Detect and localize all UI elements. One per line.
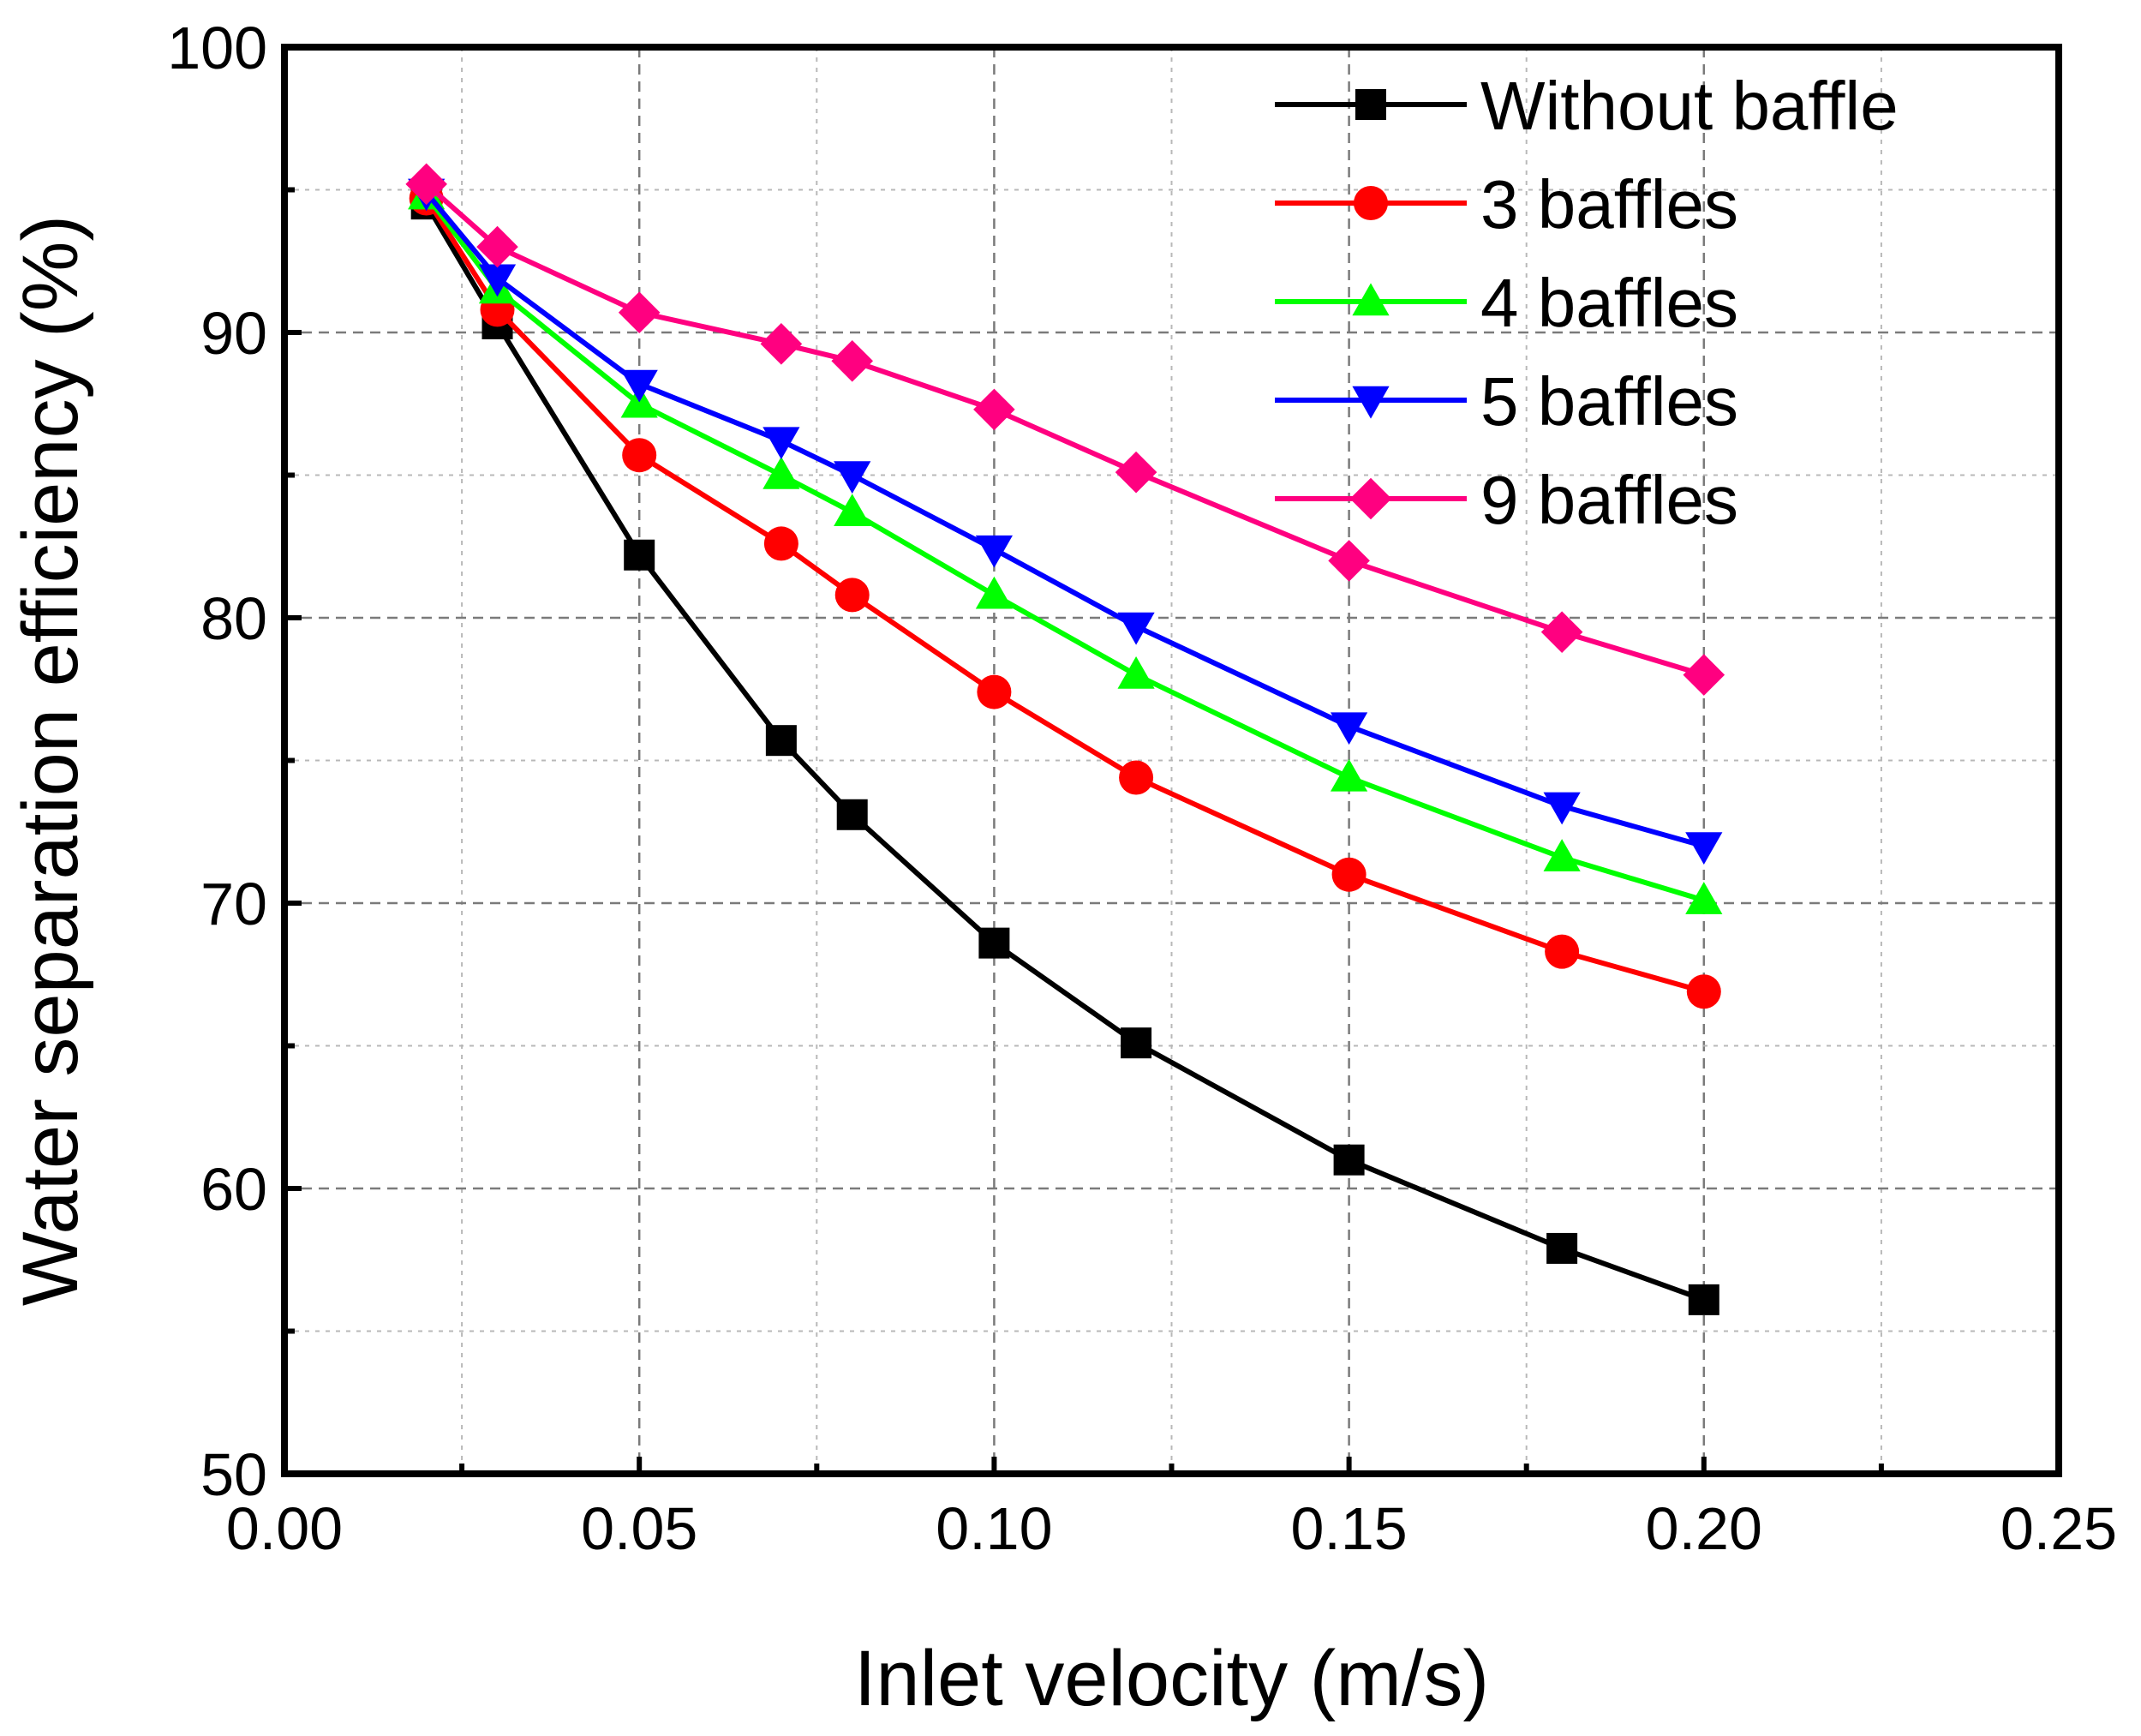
data-point xyxy=(618,291,661,333)
y-tick-label: 60 xyxy=(200,1156,267,1223)
data-point xyxy=(478,264,517,297)
data-point xyxy=(624,539,655,571)
data-point xyxy=(765,725,797,757)
plot-series xyxy=(405,163,1725,1315)
x-tick-label: 0.25 xyxy=(2000,1495,2117,1562)
data-point xyxy=(1117,656,1155,689)
y-axis-title: Water separation efficiency (%) xyxy=(7,215,94,1306)
legend-label: 3 baffles xyxy=(1480,166,1738,242)
x-tick-label: 0.20 xyxy=(1646,1495,1762,1562)
legend-label: 5 baffles xyxy=(1480,363,1738,440)
x-axis-title: Inlet velocity (m/s) xyxy=(854,1635,1489,1722)
data-point xyxy=(1685,832,1723,865)
series-2 xyxy=(408,177,1723,914)
series-line xyxy=(424,190,1705,849)
data-point xyxy=(1545,934,1580,969)
data-point xyxy=(834,578,870,613)
legend-marker xyxy=(1352,386,1390,419)
series-line xyxy=(424,194,1705,903)
data-point xyxy=(622,438,657,473)
data-point xyxy=(1331,712,1368,745)
legend-label: Without baffle xyxy=(1480,68,1899,144)
legend-label: 9 baffles xyxy=(1480,462,1738,538)
legend-marker xyxy=(1352,283,1390,316)
legend-marker xyxy=(1349,477,1392,520)
data-point xyxy=(1683,654,1725,696)
data-point xyxy=(1686,974,1721,1009)
data-point xyxy=(1540,611,1583,653)
y-tick-label: 100 xyxy=(167,15,267,81)
x-tick-label: 0.10 xyxy=(936,1495,1052,1562)
legend-item: Without baffle xyxy=(1275,68,1899,144)
legend-item: 3 baffles xyxy=(1275,166,1738,242)
data-point xyxy=(620,369,658,403)
data-point xyxy=(1115,451,1157,494)
data-point xyxy=(763,456,800,489)
data-point xyxy=(975,535,1013,568)
legend-item: 4 baffles xyxy=(1275,265,1738,341)
y-tick-label: 70 xyxy=(200,871,267,937)
data-point xyxy=(1333,1144,1365,1176)
y-tick-label: 50 xyxy=(200,1441,267,1508)
data-point xyxy=(1546,1232,1578,1264)
legend-item: 9 baffles xyxy=(1275,462,1738,538)
data-point xyxy=(834,461,871,494)
y-tick-label: 80 xyxy=(200,585,267,652)
data-point xyxy=(760,323,803,365)
data-point xyxy=(973,388,1015,431)
legend-label: 4 baffles xyxy=(1480,265,1738,341)
series-line xyxy=(424,196,1705,995)
data-point xyxy=(1331,857,1367,892)
data-point xyxy=(1331,758,1368,792)
data-point xyxy=(1543,839,1581,871)
series-line xyxy=(424,182,1705,678)
legend-marker xyxy=(1355,89,1386,120)
data-point xyxy=(1328,540,1370,582)
data-point xyxy=(975,576,1013,609)
data-point xyxy=(1543,792,1581,825)
axis-ticks: 0.00 0.05 0.10 0.15 0.20 0.25 50 60 70 80 90 100 xyxy=(167,15,2117,1562)
data-point xyxy=(1685,882,1723,914)
x-tick-label: 0.00 xyxy=(226,1495,343,1562)
data-point xyxy=(978,927,1010,959)
data-point xyxy=(405,163,447,206)
legend-item: 5 baffles xyxy=(1275,363,1738,440)
data-point xyxy=(831,340,874,382)
x-tick-label: 0.05 xyxy=(581,1495,697,1562)
data-point xyxy=(1688,1284,1719,1315)
data-point xyxy=(1119,760,1154,795)
data-point xyxy=(763,526,798,561)
legend: Without baffle 3 baffles 4 baffles 5 baffle… xyxy=(1275,68,1899,538)
y-tick-label: 90 xyxy=(200,300,267,367)
data-point xyxy=(476,225,518,268)
data-point xyxy=(763,427,800,460)
x-tick-label: 0.15 xyxy=(1290,1495,1407,1562)
grid xyxy=(284,47,2059,1474)
data-point xyxy=(836,799,868,830)
data-point xyxy=(1121,1027,1152,1059)
series-line xyxy=(424,202,1705,1302)
data-point xyxy=(977,674,1012,709)
legend-marker xyxy=(1354,186,1388,220)
data-point xyxy=(1117,612,1155,645)
data-point xyxy=(834,494,871,526)
series-4 xyxy=(405,163,1725,696)
